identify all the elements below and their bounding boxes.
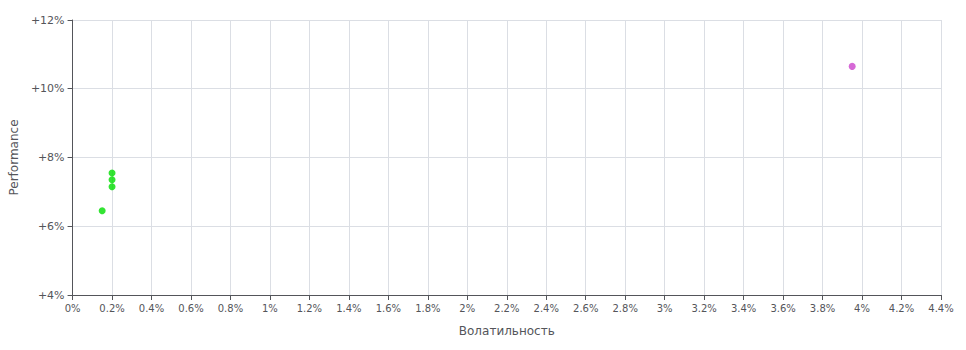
svg-text:+8%: +8% <box>38 151 65 164</box>
svg-text:2%: 2% <box>459 303 475 314</box>
svg-text:4.2%: 4.2% <box>889 303 914 314</box>
svg-text:3.8%: 3.8% <box>810 303 835 314</box>
svg-text:+12%: +12% <box>31 14 65 27</box>
svg-text:3.2%: 3.2% <box>691 303 716 314</box>
svg-text:0.4%: 0.4% <box>139 303 164 314</box>
svg-text:4%: 4% <box>854 303 870 314</box>
svg-text:+6%: +6% <box>38 220 65 233</box>
svg-text:1.2%: 1.2% <box>297 303 322 314</box>
svg-text:2.4%: 2.4% <box>534 303 559 314</box>
svg-text:1.4%: 1.4% <box>336 303 361 314</box>
svg-text:0%: 0% <box>65 303 81 314</box>
svg-text:3.4%: 3.4% <box>731 303 756 314</box>
svg-text:1.8%: 1.8% <box>415 303 440 314</box>
svg-text:3.6%: 3.6% <box>770 303 795 314</box>
svg-text:1.6%: 1.6% <box>376 303 401 314</box>
svg-text:0.6%: 0.6% <box>178 303 203 314</box>
svg-text:+10%: +10% <box>31 82 65 95</box>
svg-text:0.2%: 0.2% <box>99 303 124 314</box>
svg-text:1%: 1% <box>262 303 278 314</box>
svg-text:2.2%: 2.2% <box>494 303 519 314</box>
svg-text:+4%: +4% <box>38 289 65 302</box>
svg-text:2.8%: 2.8% <box>613 303 638 314</box>
svg-text:3%: 3% <box>657 303 673 314</box>
svg-text:0.8%: 0.8% <box>218 303 243 314</box>
svg-text:Волатильность: Волатильность <box>459 324 555 338</box>
svg-text:Performance: Performance <box>7 119 21 195</box>
svg-text:4.4%: 4.4% <box>928 303 953 314</box>
svg-text:2.6%: 2.6% <box>573 303 598 314</box>
